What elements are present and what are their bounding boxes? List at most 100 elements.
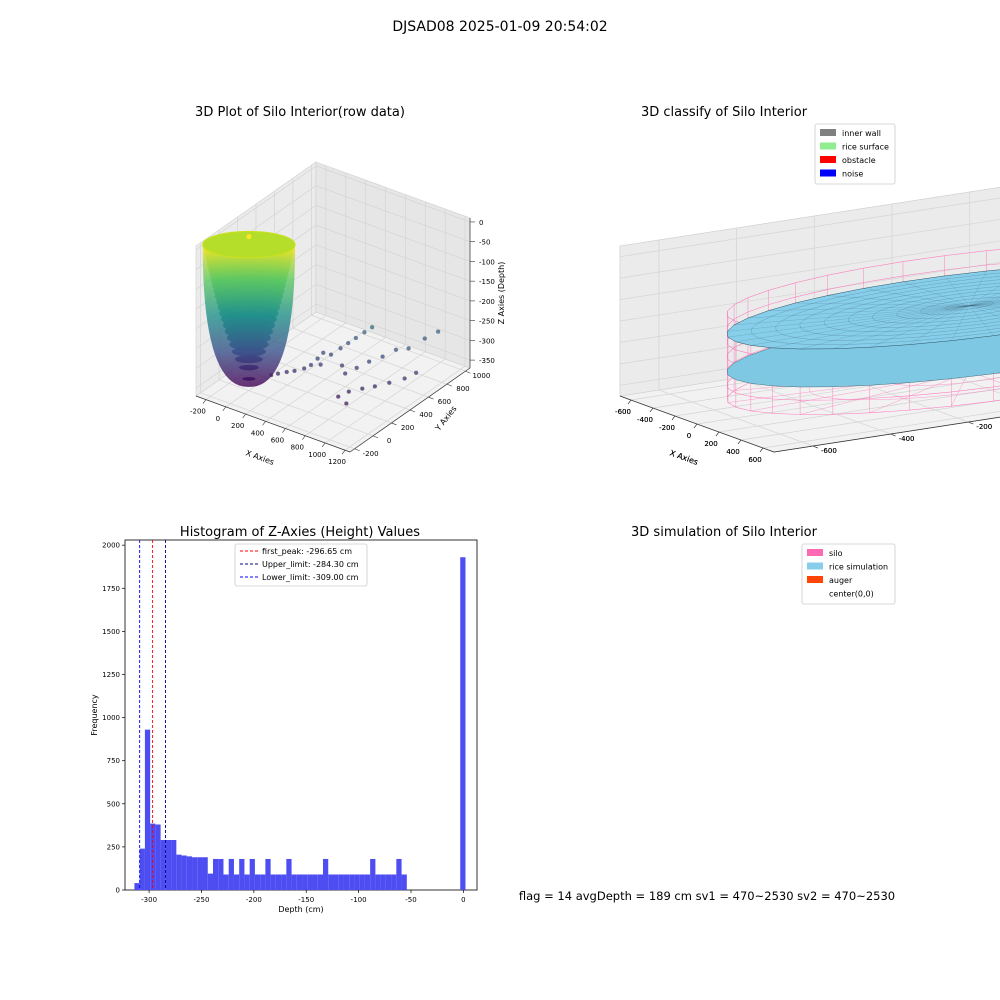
y-tick-label: 400 — [419, 411, 432, 419]
y-tick-label: 1000 — [472, 372, 490, 380]
scatter-point — [402, 376, 407, 381]
y-tick — [372, 435, 379, 439]
scatter-point — [336, 394, 341, 399]
x-tick-label: -200 — [659, 424, 675, 432]
histogram-bar — [165, 840, 172, 890]
scatter-point — [315, 356, 320, 361]
x-gridline — [324, 209, 446, 444]
y-tick-label: 2000 — [102, 542, 120, 550]
legend-label: Upper_limit: -284.30 cm — [262, 560, 359, 569]
histogram-bar — [354, 874, 360, 890]
rice-mesh-spoke — [909, 305, 970, 345]
legend-swatch — [807, 549, 823, 556]
z-tick-label: -100 — [479, 258, 495, 266]
rice-mesh-spoke — [869, 305, 970, 348]
x-gridline — [762, 411, 1000, 449]
scatter-point — [321, 350, 326, 355]
z-tick-label: -50 — [479, 239, 490, 247]
scatter-point — [343, 371, 348, 376]
y-tick — [812, 445, 818, 449]
legend-box — [814, 123, 896, 185]
histogram-bar — [396, 858, 402, 890]
histogram-bar — [239, 858, 245, 890]
x-gridline — [265, 187, 386, 422]
histogram-bar — [343, 874, 350, 890]
histogram-bar — [307, 874, 313, 890]
rice-mesh-spoke — [968, 285, 1000, 306]
rice-mesh-spoke — [968, 270, 987, 306]
x-tick — [302, 435, 306, 440]
panel-title-classify: 3D classify of Silo Interior — [641, 105, 808, 120]
histogram-bar — [197, 857, 203, 890]
z-gridline — [619, 219, 1000, 279]
histogram-bar — [244, 874, 250, 890]
histogram-bar — [302, 874, 308, 890]
x-tick-label: 400 — [726, 448, 739, 456]
x-tick-label: -150 — [298, 896, 314, 904]
x-tick — [262, 421, 266, 426]
y-axis-line — [773, 416, 1000, 453]
scatter-point — [292, 368, 297, 373]
legend-label: rice simulation — [829, 563, 888, 572]
rice-mesh-spoke — [863, 288, 970, 306]
legend-label: rice surface — [842, 143, 889, 152]
histogram-bar — [202, 857, 208, 890]
legend-label: noise — [842, 170, 863, 179]
histogram-bar — [223, 874, 229, 890]
z-tick-label: -300 — [479, 337, 495, 345]
x-gridline — [305, 201, 426, 436]
z-tick-label: -150 — [479, 278, 495, 286]
panel-title-histogram: Histogram of Z-Axies (Height) Values — [180, 525, 420, 540]
histogram-bar — [286, 858, 292, 890]
bowl-rim — [202, 230, 296, 259]
x-gridline — [696, 376, 1000, 425]
scatter-point — [269, 372, 274, 378]
rice-mesh-spoke — [800, 305, 970, 350]
x-tick-label: 400 — [726, 448, 739, 456]
rice-mesh-spoke — [747, 305, 970, 319]
histogram-bar — [155, 824, 161, 890]
legend-label: obstacle — [842, 156, 876, 165]
rice-mesh-spoke — [727, 305, 970, 332]
rice-mesh-spoke — [735, 305, 970, 342]
histogram-bar — [370, 858, 376, 890]
scatter-point — [422, 336, 427, 341]
x-tick-label: 800 — [291, 444, 304, 452]
scatter-point — [346, 340, 351, 346]
x-tick-label: -400 — [637, 416, 653, 424]
x-axis-line — [195, 395, 351, 453]
histogram-bar — [359, 874, 365, 890]
scatter-point — [387, 380, 392, 385]
rice-mesh-spoke — [734, 305, 970, 326]
histogram-bar — [176, 854, 182, 890]
x-tick-label: 1200 — [328, 458, 346, 466]
scatter-point — [338, 346, 343, 351]
histogram-bar — [139, 848, 145, 890]
x-tick — [222, 406, 227, 412]
x-tick-label: -50 — [405, 896, 416, 904]
panel-simulation-3d: 3D simulation of Silo Interior -600-400-… — [615, 187, 1000, 605]
legend-label: inner wall — [842, 129, 881, 138]
legend-swatch — [820, 169, 836, 177]
x-tick-label: -100 — [351, 896, 367, 904]
z-tick-label: 0 — [479, 219, 483, 227]
histogram-bar — [213, 858, 219, 890]
x-tick-label: -400 — [637, 416, 653, 424]
histogram-bar — [192, 857, 198, 890]
x-tick-label: 1000 — [308, 451, 326, 459]
rice-mesh-spoke — [832, 305, 970, 349]
z-gridline — [619, 261, 1000, 322]
histogram-bar — [380, 874, 386, 890]
x-gridline — [285, 194, 406, 429]
z-gridline — [619, 240, 1000, 300]
x-tick-label: 200 — [704, 440, 717, 448]
y-tick-label: 600 — [438, 398, 451, 406]
x-tick — [759, 447, 764, 453]
x-tick — [282, 428, 286, 433]
y-tick — [465, 370, 471, 374]
scatter-point — [346, 389, 351, 394]
rice-mesh-spoke — [968, 305, 1000, 312]
x-tick-label: 200 — [231, 422, 244, 430]
rice-mesh-spoke — [944, 275, 970, 306]
scatter-point — [275, 371, 281, 376]
